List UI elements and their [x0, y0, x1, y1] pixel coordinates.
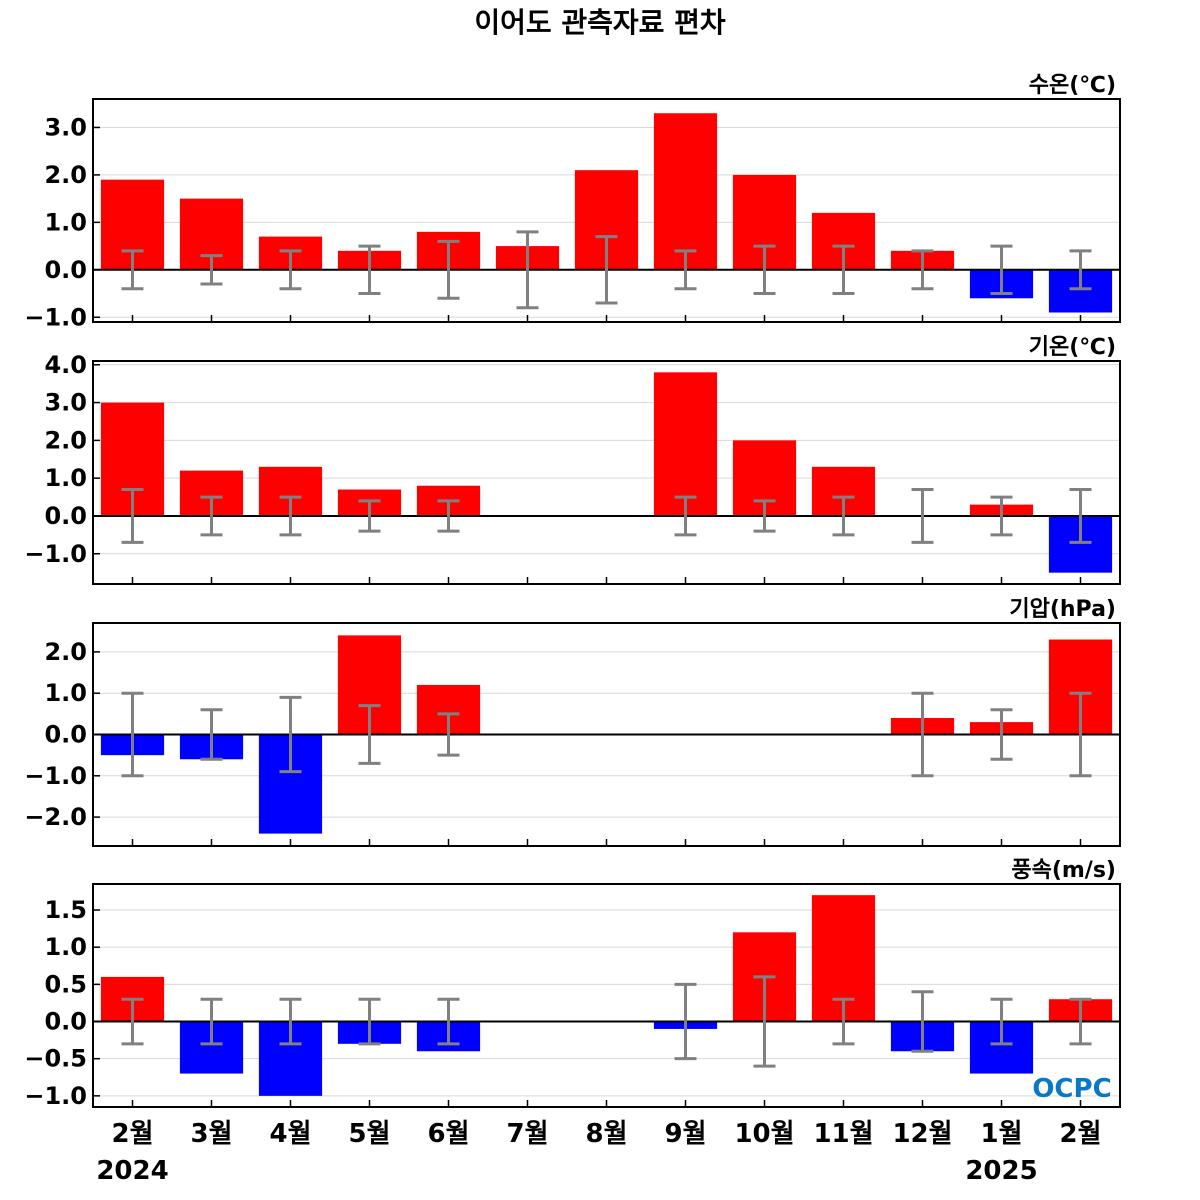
error-bar — [990, 244, 1013, 296]
error-bar — [437, 239, 460, 300]
error-bar — [990, 997, 1013, 1046]
error-bar — [437, 712, 460, 757]
y-tick-label: 0.0 — [44, 502, 87, 530]
bar — [653, 372, 718, 516]
y-tick-label: −2.0 — [24, 803, 87, 831]
y-tick-label: −1.0 — [24, 540, 87, 568]
error-bar — [358, 704, 381, 765]
y-tick-label: 0.0 — [44, 721, 87, 749]
error-bar — [1069, 997, 1092, 1046]
panel-1: −1.0 0.0 1.0 2.0 3.0 수온(℃) — [24, 73, 1121, 331]
error-bar — [121, 691, 144, 778]
x-tick-label: 2월 — [1059, 1119, 1101, 1149]
y-tick-label: 0.0 — [44, 1008, 87, 1036]
error-bar — [200, 997, 223, 1046]
error-bar — [358, 997, 381, 1046]
y-tick-label: 1.0 — [44, 679, 87, 707]
error-bar — [121, 488, 144, 544]
error-bar — [674, 982, 697, 1061]
x-axis-labels: 2월 3월 4월 5월 6월 7월 8월 9월 10월 11월 12월 1월 2월 2024 2025 — [96, 1119, 1101, 1186]
error-bar — [832, 997, 855, 1046]
error-bar — [753, 499, 776, 533]
panel-4: −1.0 −0.5 0.0 0.5 1.0 1.5 풍속(m/s) — [24, 858, 1121, 1110]
error-bar — [358, 244, 381, 296]
error-bar — [911, 249, 934, 291]
error-bar — [911, 488, 934, 544]
year-label: 2025 — [965, 1156, 1037, 1186]
chart-title: 이어도 관측자료 편차 — [474, 6, 726, 39]
y-tick-label: 0.5 — [44, 970, 87, 998]
error-bar — [279, 997, 302, 1046]
y-tick-label: 1.0 — [44, 933, 87, 961]
panel-frame — [92, 360, 1121, 585]
x-tick-label: 1월 — [980, 1119, 1022, 1149]
y-tick-label: 2.0 — [44, 426, 87, 454]
error-bar — [279, 695, 302, 774]
panel-label: 수온(℃) — [1029, 73, 1116, 98]
y-tick-label: 3.0 — [44, 113, 87, 141]
error-bar — [121, 249, 144, 291]
y-tick-label: −0.5 — [24, 1045, 87, 1073]
error-bar — [832, 244, 855, 296]
chart-panels: −1.0 0.0 1.0 2.0 3.0 수온(℃) −1.0 0.0 1.0 2.0 3.0 4.0… — [24, 73, 1121, 1110]
error-bar — [753, 975, 776, 1068]
error-bar — [595, 235, 618, 305]
bar — [653, 113, 718, 270]
x-tick-label: 7월 — [506, 1119, 548, 1149]
error-bar — [911, 691, 934, 778]
error-bar — [1069, 249, 1092, 291]
x-tick-label: 5월 — [348, 1119, 390, 1149]
y-tick-label: 2.0 — [44, 638, 87, 666]
error-bar — [911, 990, 934, 1053]
error-bar — [674, 249, 697, 291]
error-bar — [200, 708, 223, 761]
ocpc-logo: OCPC — [1032, 1074, 1111, 1104]
panel-label: 기압(hPa) — [1009, 597, 1116, 622]
panel-frame — [92, 883, 1121, 1108]
y-tick-label: −1.0 — [24, 303, 87, 331]
error-bar — [358, 499, 381, 533]
error-bar — [121, 997, 144, 1046]
x-tick-label: 11월 — [813, 1119, 873, 1149]
error-bar — [516, 230, 539, 310]
panel-3: −2.0 −1.0 0.0 1.0 2.0 기압(hPa) — [24, 597, 1121, 847]
error-bar — [990, 495, 1013, 537]
error-bar — [1069, 488, 1092, 544]
panel-label: 풍속(m/s) — [1011, 858, 1116, 883]
error-bar — [990, 708, 1013, 761]
error-bar — [674, 495, 697, 537]
x-tick-label: 2월 — [111, 1119, 153, 1149]
y-tick-label: −1.0 — [24, 1082, 87, 1110]
y-tick-label: 1.0 — [44, 464, 87, 492]
error-bar — [200, 495, 223, 537]
x-tick-label: 6월 — [427, 1119, 469, 1149]
y-tick-label: 1.5 — [44, 896, 87, 924]
x-tick-label: 12월 — [892, 1119, 952, 1149]
y-tick-label: 2.0 — [44, 161, 87, 189]
x-tick-label: 4월 — [269, 1119, 311, 1149]
x-tick-label: 10월 — [734, 1119, 794, 1149]
error-bar — [437, 997, 460, 1046]
error-bar — [437, 499, 460, 533]
x-tick-label: 9월 — [664, 1119, 706, 1149]
ocpc-logo-text: OCPC — [1032, 1074, 1111, 1104]
error-bar — [200, 254, 223, 286]
panel-2: −1.0 0.0 1.0 2.0 3.0 4.0 기온(℃) — [24, 335, 1121, 585]
y-tick-label: 0.0 — [44, 256, 87, 284]
error-bar — [832, 495, 855, 537]
x-tick-label: 3월 — [190, 1119, 232, 1149]
error-bar — [279, 249, 302, 291]
y-tick-label: −1.0 — [24, 762, 87, 790]
year-label: 2024 — [96, 1156, 168, 1186]
error-bar — [1069, 691, 1092, 778]
x-tick-label: 8월 — [585, 1119, 627, 1149]
y-tick-label: 1.0 — [44, 208, 87, 236]
error-bar — [279, 495, 302, 537]
y-tick-label: 4.0 — [44, 351, 87, 379]
y-tick-label: 3.0 — [44, 389, 87, 417]
panel-label: 기온(℃) — [1029, 335, 1116, 360]
error-bar — [753, 244, 776, 296]
